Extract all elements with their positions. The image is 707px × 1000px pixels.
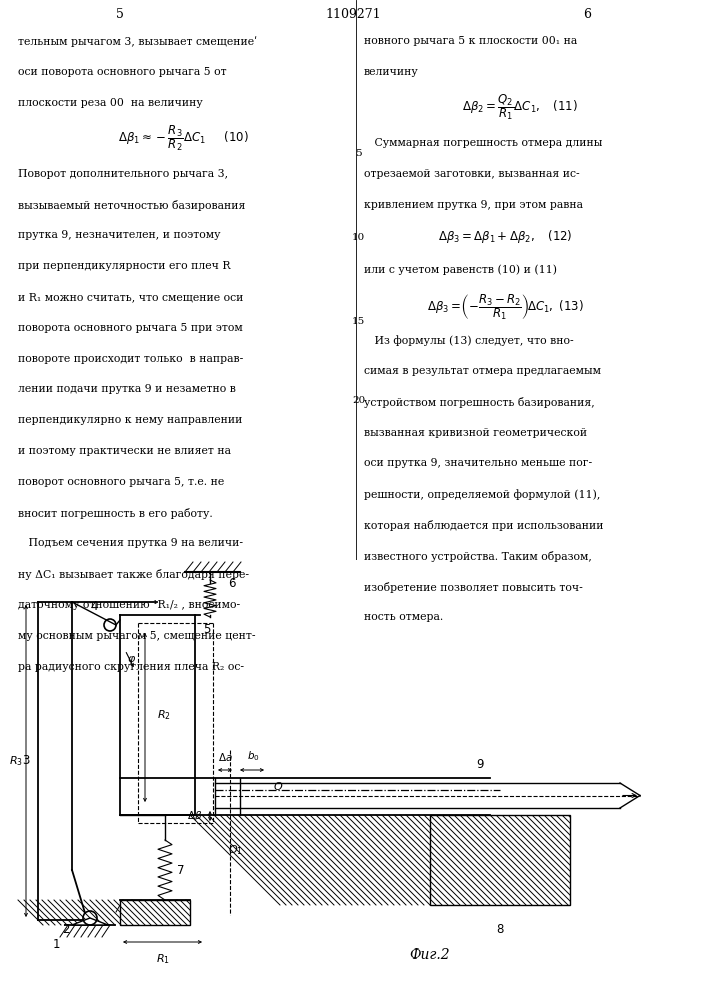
Text: 8: 8	[496, 923, 503, 936]
Text: изобретение позволяет повысить точ-: изобретение позволяет повысить точ-	[364, 582, 583, 593]
Text: ра радиусного скругления плеча R₂ ос-: ра радиусного скругления плеча R₂ ос-	[18, 662, 244, 672]
Text: даточному отношению ¹R₁/₂ , вносимо-: даточному отношению ¹R₁/₂ , вносимо-	[18, 600, 240, 610]
Text: 1109271: 1109271	[326, 8, 381, 21]
Text: $R_3$: $R_3$	[9, 754, 23, 768]
Text: ность отмера.: ность отмера.	[364, 612, 443, 622]
Text: 5: 5	[203, 623, 211, 636]
Polygon shape	[72, 918, 108, 925]
Text: $O_1$: $O_1$	[228, 843, 243, 857]
Text: поворот основного рычага 5, т.е. не: поворот основного рычага 5, т.е. не	[18, 477, 224, 487]
Text: и поэтому практически не влияет на: и поэтому практически не влияет на	[18, 446, 230, 456]
Text: повороте происходит только  в направ-: повороте происходит только в направ-	[18, 354, 243, 364]
Text: известного устройства. Таким образом,: известного устройства. Таким образом,	[364, 551, 592, 562]
Text: 5: 5	[116, 8, 124, 21]
Text: Суммарная погрешность отмера длины: Суммарная погрешность отмера длины	[364, 138, 602, 148]
Text: Из формулы (13) следует, что вно-: Из формулы (13) следует, что вно-	[364, 335, 573, 346]
Text: Подъем сечения прутка 9 на величи-: Подъем сечения прутка 9 на величи-	[18, 538, 243, 548]
Bar	[430, 815, 570, 905]
Text: $\Delta a$: $\Delta a$	[218, 751, 233, 763]
Text: отрезаемой заготовки, вызванная ис-: отрезаемой заготовки, вызванная ис-	[364, 169, 580, 179]
Text: $R_1$: $R_1$	[156, 952, 170, 966]
Text: 20: 20	[352, 396, 365, 405]
Text: устройством погрешность базирования,: устройством погрешность базирования,	[364, 397, 595, 408]
Text: $\varphi$: $\varphi$	[127, 654, 136, 666]
Text: решности, определяемой формулой (11),: решности, определяемой формулой (11),	[364, 489, 600, 500]
Text: оси поворота основного рычага 5 от: оси поворота основного рычага 5 от	[18, 67, 226, 77]
Text: 4: 4	[90, 600, 98, 613]
Text: вносит погрешность в его работу.: вносит погрешность в его работу.	[18, 508, 212, 519]
Text: $\Delta\mathit{\beta}_3=\!\left(-\dfrac{R_3-R_2}{R_1}\right)\!\Delta C_1,$ (13): $\Delta\mathit{\beta}_3=\!\left(-\dfrac{…	[427, 292, 584, 322]
Text: 15: 15	[352, 318, 365, 326]
Text: $R_2$: $R_2$	[157, 708, 171, 722]
Text: вызываемый неточностью базирования: вызываемый неточностью базирования	[18, 200, 245, 211]
Text: $\Delta\beta$: $\Delta\beta$	[187, 809, 202, 823]
Text: 6: 6	[583, 8, 591, 21]
Text: новного рычага 5 к плоскости 00₁ на: новного рычага 5 к плоскости 00₁ на	[364, 36, 578, 46]
Text: величину: величину	[364, 67, 419, 77]
Text: или с учетом равенств (10) и (11): или с учетом равенств (10) и (11)	[364, 264, 557, 275]
Text: которая наблюдается при использовании: которая наблюдается при использовании	[364, 520, 604, 531]
Text: плоскости реза 00  на величину: плоскости реза 00 на величину	[18, 98, 202, 108]
Text: Поворот дополнительного рычага 3,: Поворот дополнительного рычага 3,	[18, 169, 228, 179]
Text: $O$: $O$	[273, 780, 284, 792]
Text: при перпендикулярности его плеч R: при перпендикулярности его плеч R	[18, 261, 230, 271]
Text: перпендикулярно к нему направлении: перпендикулярно к нему направлении	[18, 415, 242, 425]
Text: 9: 9	[477, 758, 484, 771]
Text: 6: 6	[228, 577, 235, 590]
Text: симая в результат отмера предлагаемым: симая в результат отмера предлагаемым	[364, 366, 601, 376]
Text: 7: 7	[177, 863, 185, 876]
Text: тельным рычагом 3, вызывает смещениеʹ: тельным рычагом 3, вызывает смещениеʹ	[18, 36, 257, 47]
Text: $\Delta\mathit{\beta}_3=\Delta\mathit{\beta}_1+\Delta\mathit{\beta}_2,$   (12): $\Delta\mathit{\beta}_3=\Delta\mathit{\b…	[438, 228, 573, 245]
Text: му основным рычагом 5, смещение цент-: му основным рычагом 5, смещение цент-	[18, 631, 255, 641]
Text: Фиг.2: Фиг.2	[409, 948, 450, 962]
Text: вызванная кривизной геометрической: вызванная кривизной геометрической	[364, 428, 588, 438]
Text: 5: 5	[355, 149, 362, 158]
Text: оси прутка 9, значительно меньше пог-: оси прутка 9, значительно меньше пог-	[364, 458, 592, 468]
Text: $\Delta\mathit{\beta}_2=\dfrac{Q_2}{R_1}\Delta C_1,$   (11): $\Delta\mathit{\beta}_2=\dfrac{Q_2}{R_1}…	[462, 92, 578, 122]
Text: ну ΔC₁ вызывает также благодаря пере-: ну ΔC₁ вызывает также благодаря пере-	[18, 569, 249, 580]
Text: 1: 1	[52, 938, 60, 952]
Text: прутка 9, незначителен, и поэтому: прутка 9, незначителен, и поэтому	[18, 230, 220, 240]
Text: 2: 2	[62, 923, 70, 936]
Bar	[120, 900, 190, 925]
Text: кривлением прутка 9, при этом равна: кривлением прутка 9, при этом равна	[364, 200, 583, 210]
Text: 3: 3	[23, 754, 30, 766]
Text: $\Delta\mathit{\beta}_1\approx-\dfrac{R_3}{R_2}\Delta C_1$     (10): $\Delta\mathit{\beta}_1\approx-\dfrac{R_…	[118, 123, 250, 153]
Text: 10: 10	[352, 233, 365, 242]
Text: лении подачи прутка 9 и незаметно в: лении подачи прутка 9 и незаметно в	[18, 384, 235, 394]
Text: и R₁ можно считать, что смещение оси: и R₁ можно считать, что смещение оси	[18, 292, 243, 302]
Text: $b_0$: $b_0$	[247, 749, 259, 763]
Text: поворота основного рычага 5 при этом: поворота основного рычага 5 при этом	[18, 323, 243, 333]
